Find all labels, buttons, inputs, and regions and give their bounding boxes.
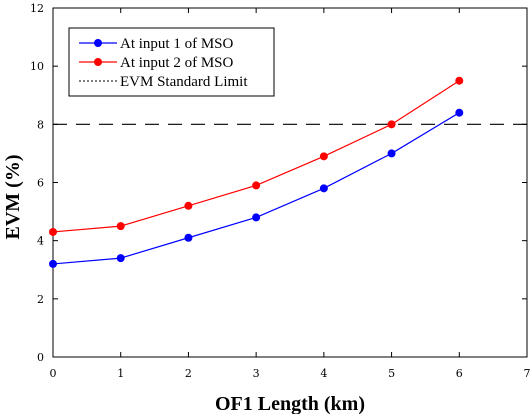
data-point-series-1 — [184, 233, 193, 242]
data-point-series-2 — [387, 120, 396, 129]
y-tick-label: 8 — [37, 118, 44, 131]
y-tick-label: 4 — [37, 235, 44, 248]
legend-label-series-2: At input 2 of MSO — [120, 55, 234, 71]
data-point-series-2 — [455, 76, 464, 85]
x-tick-label: 1 — [117, 367, 124, 380]
legend-label-series-1: At input 1 of MSO — [120, 36, 234, 52]
legend: At input 1 of MSO At input 2 of MSO EVM … — [68, 27, 275, 97]
data-point-series-1 — [116, 254, 125, 263]
y-tick-label: 12 — [30, 2, 44, 15]
legend-box — [68, 27, 275, 97]
y-tick-label: 6 — [37, 177, 44, 190]
data-point-series-1 — [49, 259, 57, 268]
data-point-series-1 — [319, 184, 328, 193]
x-tick-label: 2 — [185, 367, 192, 380]
x-axis-title: OF1 Length (km) — [215, 393, 365, 414]
data-point-series-2 — [184, 201, 193, 210]
x-tick-label: 5 — [388, 367, 395, 380]
y-tick-label: 10 — [30, 60, 44, 73]
y-tick-label: 2 — [37, 293, 44, 306]
legend-label-limit: EVM Standard Limit — [120, 74, 248, 90]
data-point-series-2 — [116, 222, 125, 231]
data-point-series-1 — [387, 149, 396, 158]
y-axis-title: EVM (%) — [2, 155, 24, 240]
x-tick-label: 3 — [253, 367, 260, 380]
data-point-series-2 — [252, 181, 261, 190]
data-point-series-1 — [252, 213, 261, 222]
data-point-series-2 — [319, 152, 328, 161]
x-tick-label: 7 — [524, 367, 531, 380]
x-tick-label: 0 — [50, 367, 57, 380]
series-group — [49, 76, 464, 268]
data-point-series-1 — [455, 108, 464, 117]
data-point-series-2 — [49, 227, 57, 236]
y-tick-label: 0 — [37, 351, 44, 364]
x-tick-label: 4 — [320, 367, 327, 380]
series-line-2 — [52, 80, 460, 233]
x-tick-label: 6 — [456, 367, 463, 380]
legend-marker-series-1 — [94, 39, 102, 47]
legend-marker-series-2 — [94, 58, 102, 66]
